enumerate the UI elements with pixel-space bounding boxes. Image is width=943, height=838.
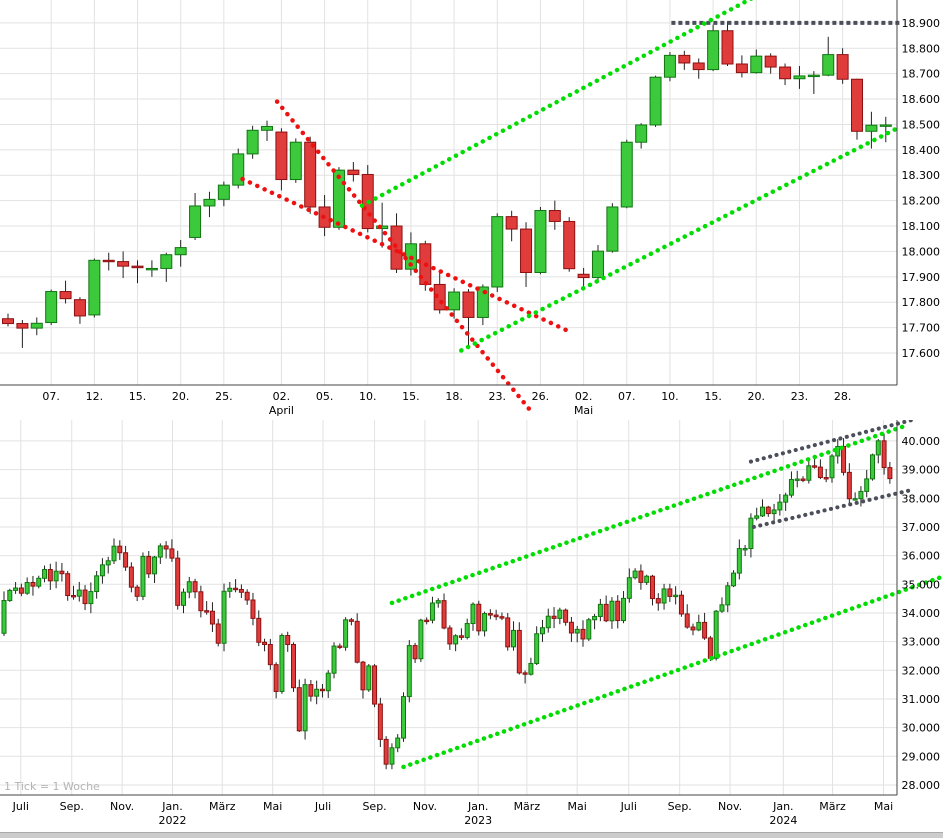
svg-text:18.500: 18.500	[902, 118, 941, 131]
svg-text:10.: 10.	[359, 390, 377, 403]
footer-scrollbar-strip	[0, 832, 943, 838]
svg-text:Mai: Mai	[874, 800, 893, 813]
svg-text:40.000: 40.000	[902, 435, 941, 448]
svg-text:17.800: 17.800	[902, 296, 941, 309]
svg-text:20.: 20.	[748, 390, 766, 403]
weekly-chart-canvas[interactable]: 40.000 39.000 38.000 37.000 36.000 35.000 34.0…	[0, 420, 943, 832]
weekly-chart-panel: 40.000 39.000 38.000 37.000 36.000 35.000 34.0…	[0, 420, 943, 832]
svg-text:12.: 12.	[86, 390, 104, 403]
svg-text:28.000: 28.000	[902, 779, 941, 792]
svg-text:02.: 02.	[575, 390, 593, 403]
svg-text:Mai: Mai	[263, 800, 282, 813]
svg-text:02.: 02.	[273, 390, 291, 403]
svg-text:18.300: 18.300	[902, 169, 941, 182]
svg-text:31.000: 31.000	[902, 693, 941, 706]
svg-text:15.: 15.	[402, 390, 420, 403]
svg-text:05.: 05.	[316, 390, 334, 403]
y-axis-labels: 18.900 18.800 18.700 18.600 18.500 18.400 18.3…	[902, 17, 941, 360]
svg-text:Juli: Juli	[620, 800, 637, 813]
svg-text:17.900: 17.900	[902, 271, 941, 284]
green-support-lower	[401, 574, 943, 770]
gray-channel-lower	[751, 487, 916, 529]
svg-text:18.700: 18.700	[902, 68, 941, 81]
svg-text:17.600: 17.600	[902, 347, 941, 360]
svg-text:18.400: 18.400	[902, 144, 941, 157]
daily-chart-panel: 18.900 18.800 18.700 18.600 18.500 18.400 18.3…	[0, 0, 943, 420]
svg-text:Jan.: Jan.	[467, 800, 488, 813]
svg-text:Nov.: Nov.	[718, 800, 742, 813]
svg-text:Nov.: Nov.	[110, 800, 134, 813]
svg-text:2024: 2024	[769, 814, 797, 827]
daily-chart-canvas[interactable]: 18.900 18.800 18.700 18.600 18.500 18.400 18.3…	[0, 0, 943, 420]
svg-text:36.000: 36.000	[902, 550, 941, 563]
svg-text:20.: 20.	[172, 390, 190, 403]
svg-text:15.: 15.	[129, 390, 147, 403]
svg-text:2023: 2023	[464, 814, 492, 827]
gray-channel-upper	[748, 420, 915, 464]
tick-period-label: 1 Tick = 1 Woche	[4, 780, 100, 793]
svg-text:Jan.: Jan.	[161, 800, 182, 813]
svg-text:März: März	[514, 800, 541, 813]
svg-text:15.: 15.	[704, 390, 722, 403]
svg-text:30.000: 30.000	[902, 722, 941, 735]
svg-text:18.000: 18.000	[902, 245, 941, 258]
y-axis-labels: 40.000 39.000 38.000 37.000 36.000 35.000 34.0…	[902, 435, 941, 792]
svg-text:Sep.: Sep.	[60, 800, 84, 813]
red-channel-lower	[240, 176, 569, 333]
svg-text:Juli: Juli	[314, 800, 331, 813]
svg-text:10.: 10.	[661, 390, 679, 403]
svg-text:Jan.: Jan.	[772, 800, 793, 813]
svg-text:Mai: Mai	[568, 800, 587, 813]
svg-text:28.: 28.	[834, 390, 852, 403]
svg-text:38.000: 38.000	[902, 492, 941, 505]
svg-text:18.200: 18.200	[902, 195, 941, 208]
svg-text:17.700: 17.700	[902, 322, 941, 335]
candles	[1, 433, 893, 770]
svg-text:März: März	[819, 800, 846, 813]
svg-text:18.100: 18.100	[902, 220, 941, 233]
svg-text:März: März	[209, 800, 236, 813]
svg-text:April: April	[269, 404, 294, 417]
svg-text:07.: 07.	[42, 390, 60, 403]
svg-text:Sep.: Sep.	[668, 800, 692, 813]
svg-text:18.900: 18.900	[902, 17, 941, 30]
svg-text:Mai: Mai	[574, 404, 593, 417]
svg-text:29.000: 29.000	[902, 750, 941, 763]
svg-text:2022: 2022	[158, 814, 186, 827]
svg-text:Juli: Juli	[12, 800, 29, 813]
svg-text:18.800: 18.800	[902, 42, 941, 55]
svg-text:18.600: 18.600	[902, 93, 941, 106]
svg-text:37.000: 37.000	[902, 521, 941, 534]
svg-text:35.000: 35.000	[902, 578, 941, 591]
svg-text:23.: 23.	[791, 390, 809, 403]
green-channel-upper	[359, 0, 754, 208]
svg-text:39.000: 39.000	[902, 464, 941, 477]
green-support-upper	[389, 422, 910, 606]
red-channel-upper	[274, 99, 536, 417]
svg-text:26.: 26.	[532, 390, 550, 403]
svg-text:07.: 07.	[618, 390, 636, 403]
candles	[2, 21, 892, 348]
svg-text:Nov.: Nov.	[413, 800, 437, 813]
svg-text:33.000: 33.000	[902, 636, 941, 649]
svg-text:25.: 25.	[215, 390, 233, 403]
svg-text:32.000: 32.000	[902, 664, 941, 677]
svg-text:18.: 18.	[445, 390, 463, 403]
green-channel-lower	[459, 125, 900, 353]
gridlines	[0, 420, 897, 795]
svg-text:34.000: 34.000	[902, 607, 941, 620]
gridlines	[0, 0, 897, 385]
svg-text:23.: 23.	[489, 390, 507, 403]
svg-text:Sep.: Sep.	[362, 800, 386, 813]
